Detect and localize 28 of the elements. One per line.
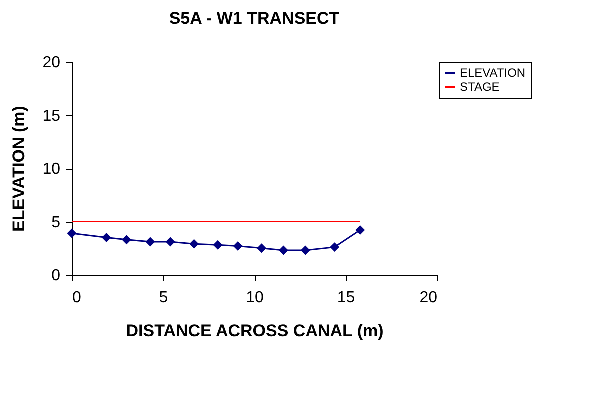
- legend-label: STAGE: [460, 80, 500, 94]
- point: [356, 226, 366, 236]
- point: [233, 242, 243, 251]
- x-tick-label: 15: [337, 290, 356, 306]
- point: [122, 235, 132, 245]
- y-tick-label: 15: [42, 108, 61, 125]
- point: [278, 246, 288, 256]
- x-tick-label: 10: [246, 290, 264, 306]
- legend-label: ELEVATION: [460, 66, 526, 80]
- point: [67, 228, 77, 238]
- point: [190, 239, 200, 249]
- point: [300, 246, 310, 256]
- y-tick-label: 10: [42, 161, 61, 178]
- y-tick-label: 5: [52, 214, 61, 232]
- x-axis-title: DISTANCE ACROSS CANAL (m): [126, 322, 384, 340]
- y-tick-label: 0: [52, 268, 61, 284]
- chart-title: S5A - W1 TRANSECT: [169, 9, 340, 28]
- point: [102, 232, 112, 242]
- point: [146, 237, 156, 247]
- point: [213, 240, 223, 250]
- y-axis-title: ELEVATION (m): [10, 106, 29, 232]
- x-tick-label: 0: [72, 290, 82, 306]
- point: [330, 242, 340, 252]
- y-tick-label: 20: [42, 54, 61, 72]
- point: [166, 237, 176, 247]
- x-tick-label: 20: [420, 290, 438, 306]
- point: [257, 244, 267, 254]
- x-tick-label: 5: [159, 290, 168, 306]
